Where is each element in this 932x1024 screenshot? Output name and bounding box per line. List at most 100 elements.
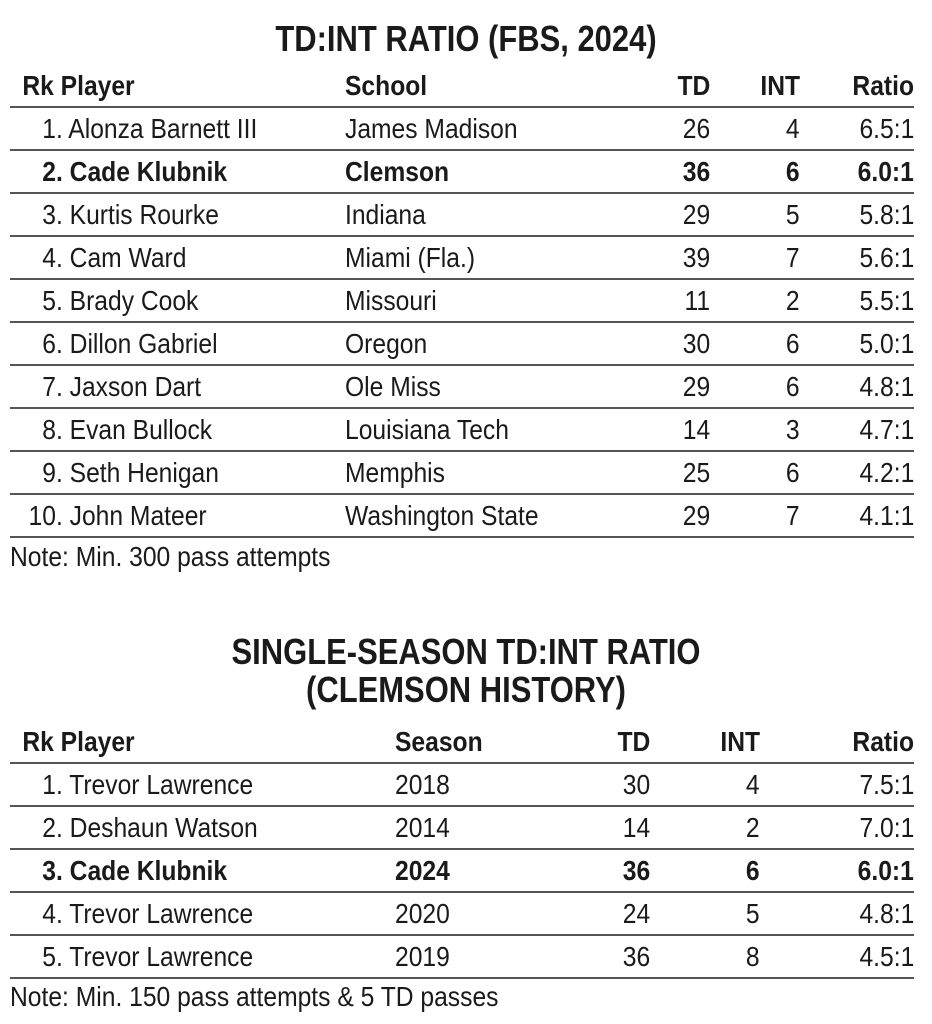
td-cell: 29 xyxy=(682,198,710,230)
table-row: 3. Kurtis Rourke Indiana 29 5 5.8:1 xyxy=(10,193,914,236)
player-name: Trevor Lawrence xyxy=(69,768,254,800)
int-cell: 3 xyxy=(786,413,800,445)
td-cell: 39 xyxy=(682,241,710,273)
table-row: 1. Trevor Lawrence 2018 30 4 7.5:1 xyxy=(10,763,914,806)
table-row: 8. Evan Bullock Louisiana Tech 14 3 4.7:1 xyxy=(10,408,914,451)
player-cell: 9. Seth Henigan xyxy=(10,451,345,494)
td-cell: 11 xyxy=(684,284,710,316)
player-cell: 4. Trevor Lawrence xyxy=(10,892,395,935)
header-rk-player: Rk Player xyxy=(10,722,395,763)
player-cell: 2. Cade Klubnik xyxy=(10,150,345,193)
int-cell: 5 xyxy=(746,897,760,929)
table2-note: Note: Min. 150 pass attempts & 5 TD pass… xyxy=(10,981,499,1012)
player-cell: 4. Cam Ward xyxy=(10,236,345,279)
school-cell: Oregon xyxy=(345,327,428,359)
header-rk: Rk xyxy=(22,70,54,101)
td-int-ratio-fbs-table: Rk Player School TD INT Ratio 1. Alonza … xyxy=(10,66,914,538)
rank: 9. xyxy=(42,456,63,488)
rank: 3. xyxy=(42,854,63,886)
header-season: Season xyxy=(395,726,483,757)
ratio-cell: 5.0:1 xyxy=(859,327,914,359)
int-cell: 6 xyxy=(786,155,800,187)
ratio-cell: 5.6:1 xyxy=(859,241,914,273)
table-row: 9. Seth Henigan Memphis 25 6 4.2:1 xyxy=(10,451,914,494)
int-cell: 8 xyxy=(746,940,760,972)
ratio-cell: 7.0:1 xyxy=(859,811,914,843)
player-cell: 8. Evan Bullock xyxy=(10,408,345,451)
td-cell: 36 xyxy=(622,940,650,972)
table2-header-row: Rk Player Season TD INT Ratio xyxy=(10,722,914,763)
table1-title: TD:INT RATIO (FBS, 2024) xyxy=(65,20,867,58)
player-name: Alonza Barnett III xyxy=(68,112,258,144)
ratio-cell: 4.8:1 xyxy=(859,370,914,402)
rank: 4. xyxy=(42,897,63,929)
table2-title-line1: SINGLE-SEASON TD:INT RATIO xyxy=(231,631,701,672)
player-name: John Mateer xyxy=(69,499,207,531)
table-row: 10. John Mateer Washington State 29 7 4.1:1 xyxy=(10,494,914,537)
int-cell: 5 xyxy=(786,198,800,230)
ratio-cell: 4.1:1 xyxy=(859,499,914,531)
school-cell: Washington State xyxy=(345,499,539,531)
player-cell: 1. Trevor Lawrence xyxy=(10,763,395,806)
school-cell: Ole Miss xyxy=(345,370,441,402)
player-name: Dillon Gabriel xyxy=(69,327,218,359)
ratio-cell: 4.7:1 xyxy=(859,413,914,445)
player-cell: 1. Alonza Barnett III xyxy=(10,107,345,150)
table1-title-text: TD:INT RATIO (FBS, 2024) xyxy=(275,18,657,59)
header-school: School xyxy=(345,70,428,101)
td-cell: 24 xyxy=(622,897,650,929)
table-row: 6. Dillon Gabriel Oregon 30 6 5.0:1 xyxy=(10,322,914,365)
table-row: 2. Cade Klubnik Clemson 36 6 6.0:1 xyxy=(10,150,914,193)
player-cell: 7. Jaxson Dart xyxy=(10,365,345,408)
rank: 6. xyxy=(42,327,63,359)
table-row: 4. Cam Ward Miami (Fla.) 39 7 5.6:1 xyxy=(10,236,914,279)
rank: 8. xyxy=(42,413,63,445)
player-name: Jaxson Dart xyxy=(69,370,202,402)
header-rk-player: Rk Player xyxy=(10,66,345,107)
ratio-cell: 5.5:1 xyxy=(859,284,914,316)
rank: 1. xyxy=(42,112,63,144)
school-cell: Indiana xyxy=(345,198,426,230)
player-cell: 3. Kurtis Rourke xyxy=(10,193,345,236)
school-cell: Miami (Fla.) xyxy=(345,241,476,273)
int-cell: 2 xyxy=(786,284,800,316)
td-cell: 30 xyxy=(682,327,710,359)
player-name: Brady Cook xyxy=(69,284,199,316)
player-name: Kurtis Rourke xyxy=(69,198,219,230)
school-cell: James Madison xyxy=(345,112,518,144)
header-ratio: Ratio xyxy=(852,70,914,101)
season-cell: 2018 xyxy=(395,768,450,800)
header-rk: Rk xyxy=(22,726,54,757)
table-row: 2. Deshaun Watson 2014 14 2 7.0:1 xyxy=(10,806,914,849)
table-row: 5. Trevor Lawrence 2019 36 8 4.5:1 xyxy=(10,935,914,978)
season-cell: 2014 xyxy=(395,811,450,843)
player-name: Seth Henigan xyxy=(69,456,219,488)
header-player: Player xyxy=(60,726,135,757)
school-cell: Louisiana Tech xyxy=(345,413,509,445)
td-cell: 29 xyxy=(682,370,710,402)
td-cell: 29 xyxy=(682,499,710,531)
ratio-cell: 6.0:1 xyxy=(857,155,914,187)
int-cell: 6 xyxy=(786,327,800,359)
header-int: INT xyxy=(720,726,760,757)
rank: 7. xyxy=(42,370,63,402)
table-row: 4. Trevor Lawrence 2020 24 5 4.8:1 xyxy=(10,892,914,935)
player-cell: 5. Trevor Lawrence xyxy=(10,935,395,978)
season-cell: 2024 xyxy=(395,854,450,886)
ratio-cell: 4.8:1 xyxy=(859,897,914,929)
table2-title: SINGLE-SEASON TD:INT RATIO (CLEMSON HIST… xyxy=(65,633,867,709)
header-int: INT xyxy=(760,70,800,101)
rank: 5. xyxy=(42,284,63,316)
table1-header-row: Rk Player School TD INT Ratio xyxy=(10,66,914,107)
td-cell: 26 xyxy=(682,112,710,144)
ratio-cell: 6.0:1 xyxy=(857,854,914,886)
header-td: TD xyxy=(617,726,650,757)
td-cell: 25 xyxy=(682,456,710,488)
player-name: Cade Klubnik xyxy=(69,854,228,886)
player-name: Cam Ward xyxy=(69,241,187,273)
clemson-history-table: Rk Player Season TD INT Ratio 1. Trevor … xyxy=(10,722,914,979)
school-cell: Memphis xyxy=(345,456,445,488)
player-name: Evan Bullock xyxy=(69,413,213,445)
player-name: Trevor Lawrence xyxy=(69,940,254,972)
table-row: 5. Brady Cook Missouri 11 2 5.5:1 xyxy=(10,279,914,322)
